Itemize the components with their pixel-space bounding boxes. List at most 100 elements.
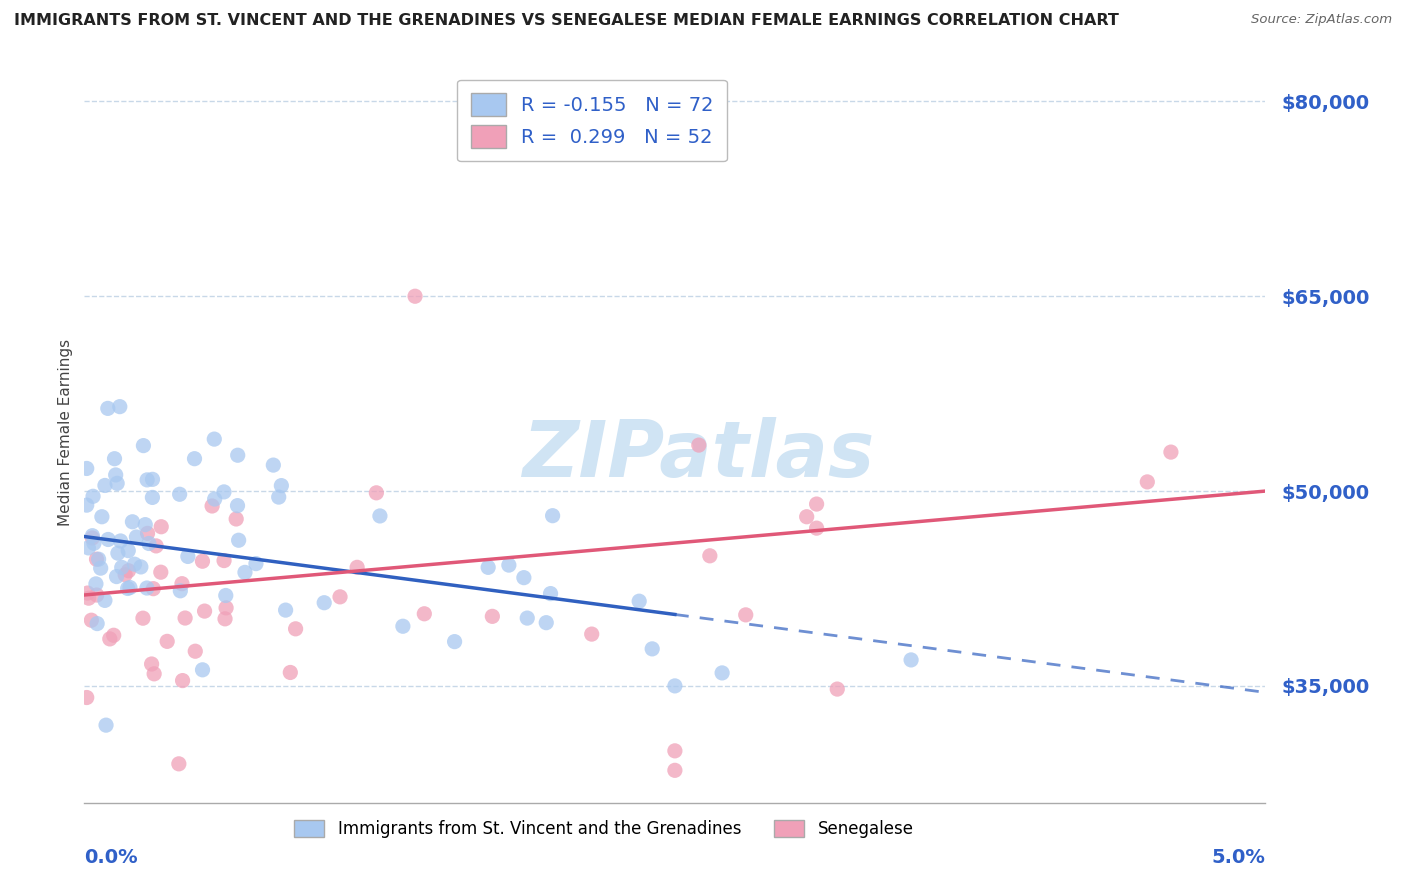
Point (76, 498, 98, 512)
Point (108, 400, 131, 414)
Point (86, 616, 108, 631)
Point (141, 472, 163, 486)
Point (193, 604, 215, 618)
Point (212, 553, 235, 567)
Point (498, 558, 520, 573)
Point (392, 619, 415, 633)
Point (172, 673, 194, 688)
Point (90, 509, 112, 524)
Point (90, 561, 112, 575)
Point (107, 546, 129, 560)
Point (141, 491, 163, 505)
Point (77, 541, 100, 555)
Point (806, 521, 828, 535)
Point (284, 622, 307, 636)
Point (97, 401, 120, 416)
Point (628, 594, 651, 608)
Point (540, 586, 562, 600)
Text: IMMIGRANTS FROM ST. VINCENT AND THE GRENADINES VS SENEGALESE MEDIAN FEMALE EARNI: IMMIGRANTS FROM ST. VINCENT AND THE GREN… (14, 13, 1119, 29)
Point (134, 517, 156, 532)
Point (114, 567, 136, 582)
Point (368, 508, 391, 523)
Y-axis label: Median Female Earnings: Median Female Earnings (58, 339, 73, 526)
Point (76, 690, 98, 705)
Point (129, 560, 152, 574)
Point (94, 478, 117, 492)
Text: 0.0%: 0.0% (84, 848, 138, 867)
Point (170, 576, 193, 591)
Point (270, 478, 292, 492)
Point (142, 582, 165, 596)
Point (124, 557, 146, 571)
Point (541, 508, 564, 523)
Point (150, 520, 173, 534)
Point (111, 560, 134, 574)
Point (103, 451, 125, 466)
Point (366, 485, 388, 500)
Point (104, 467, 127, 482)
Point (117, 564, 139, 578)
Point (641, 641, 664, 656)
Point (274, 603, 297, 617)
Point (688, 438, 710, 452)
Point (581, 627, 603, 641)
Point (1136, 475, 1159, 489)
Text: 5.0%: 5.0% (1212, 848, 1265, 867)
Point (184, 644, 207, 658)
Point (245, 557, 267, 571)
Point (105, 569, 128, 583)
Point (167, 756, 190, 771)
Point (329, 590, 352, 604)
Text: Source: ZipAtlas.com: Source: ZipAtlas.com (1251, 13, 1392, 27)
Point (413, 607, 436, 621)
Point (77, 591, 100, 606)
Point (278, 665, 301, 680)
Point (82, 529, 104, 543)
Point (125, 530, 148, 544)
Point (267, 490, 290, 504)
Text: ZIPatlas: ZIPatlas (523, 417, 875, 493)
Point (481, 609, 503, 624)
Point (183, 451, 205, 466)
Point (121, 515, 143, 529)
Point (97, 533, 120, 547)
Point (191, 554, 214, 568)
Point (226, 499, 249, 513)
Point (82, 531, 104, 545)
Point (191, 663, 214, 677)
Point (117, 543, 139, 558)
Point (346, 560, 368, 574)
Point (215, 600, 238, 615)
Point (136, 473, 159, 487)
Point (201, 499, 224, 513)
Point (174, 611, 197, 625)
Point (103, 628, 125, 642)
Point (262, 458, 284, 472)
Point (110, 533, 132, 548)
Point (80, 613, 103, 627)
Point (135, 581, 157, 595)
Point (132, 611, 155, 625)
Point (105, 476, 128, 491)
Point (169, 487, 191, 501)
Point (664, 744, 686, 758)
Point (86, 588, 108, 602)
Point (98, 632, 121, 646)
Point (711, 665, 734, 680)
Point (477, 560, 499, 574)
Point (228, 533, 250, 548)
Point (796, 509, 818, 524)
Point (1160, 445, 1182, 459)
Point (83, 536, 105, 550)
Point (86, 552, 108, 566)
Point (177, 549, 200, 564)
Point (664, 679, 686, 693)
Point (143, 666, 166, 681)
Point (76, 461, 98, 475)
Point (138, 536, 160, 550)
Point (141, 657, 163, 671)
Point (900, 653, 922, 667)
Point (734, 607, 756, 622)
Point (82, 489, 104, 503)
Point (513, 571, 536, 585)
